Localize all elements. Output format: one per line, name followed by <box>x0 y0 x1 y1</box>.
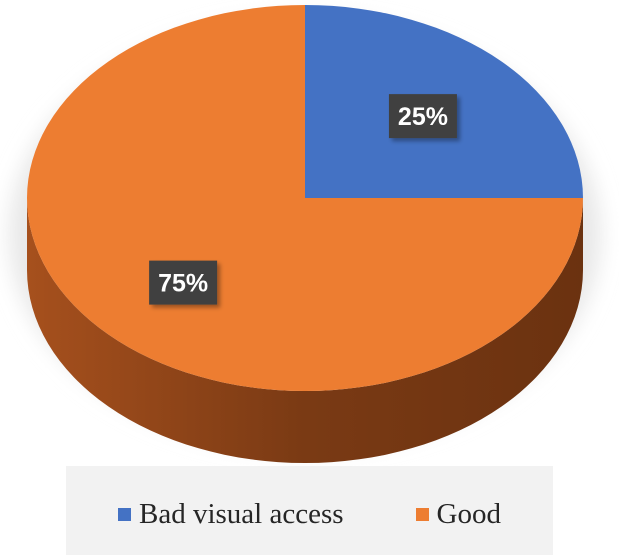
legend-label-bad-visual-access: Bad visual access <box>139 497 344 530</box>
data-label-text: 75% <box>158 270 208 298</box>
pie-side-wall <box>27 198 583 463</box>
legend: Bad visual access Good <box>66 494 553 534</box>
legend-background <box>66 466 553 555</box>
data-label-box <box>388 94 457 139</box>
data-label-box <box>149 260 218 305</box>
legend-swatch-good <box>415 507 429 521</box>
pie-layer <box>9 5 601 463</box>
legend-item-bad-visual-access: Bad visual access <box>118 497 344 530</box>
data-label-good: 75% <box>149 260 218 305</box>
legend-swatch-bad-visual-access <box>118 507 131 521</box>
data-label-text: 25% <box>398 103 448 131</box>
data-label-bad-visual-access: 25% <box>388 94 457 139</box>
data-label-layer: 25% 75% <box>149 94 457 305</box>
legend-item-good: Good <box>415 497 501 530</box>
legend-label-good: Good <box>436 497 501 530</box>
